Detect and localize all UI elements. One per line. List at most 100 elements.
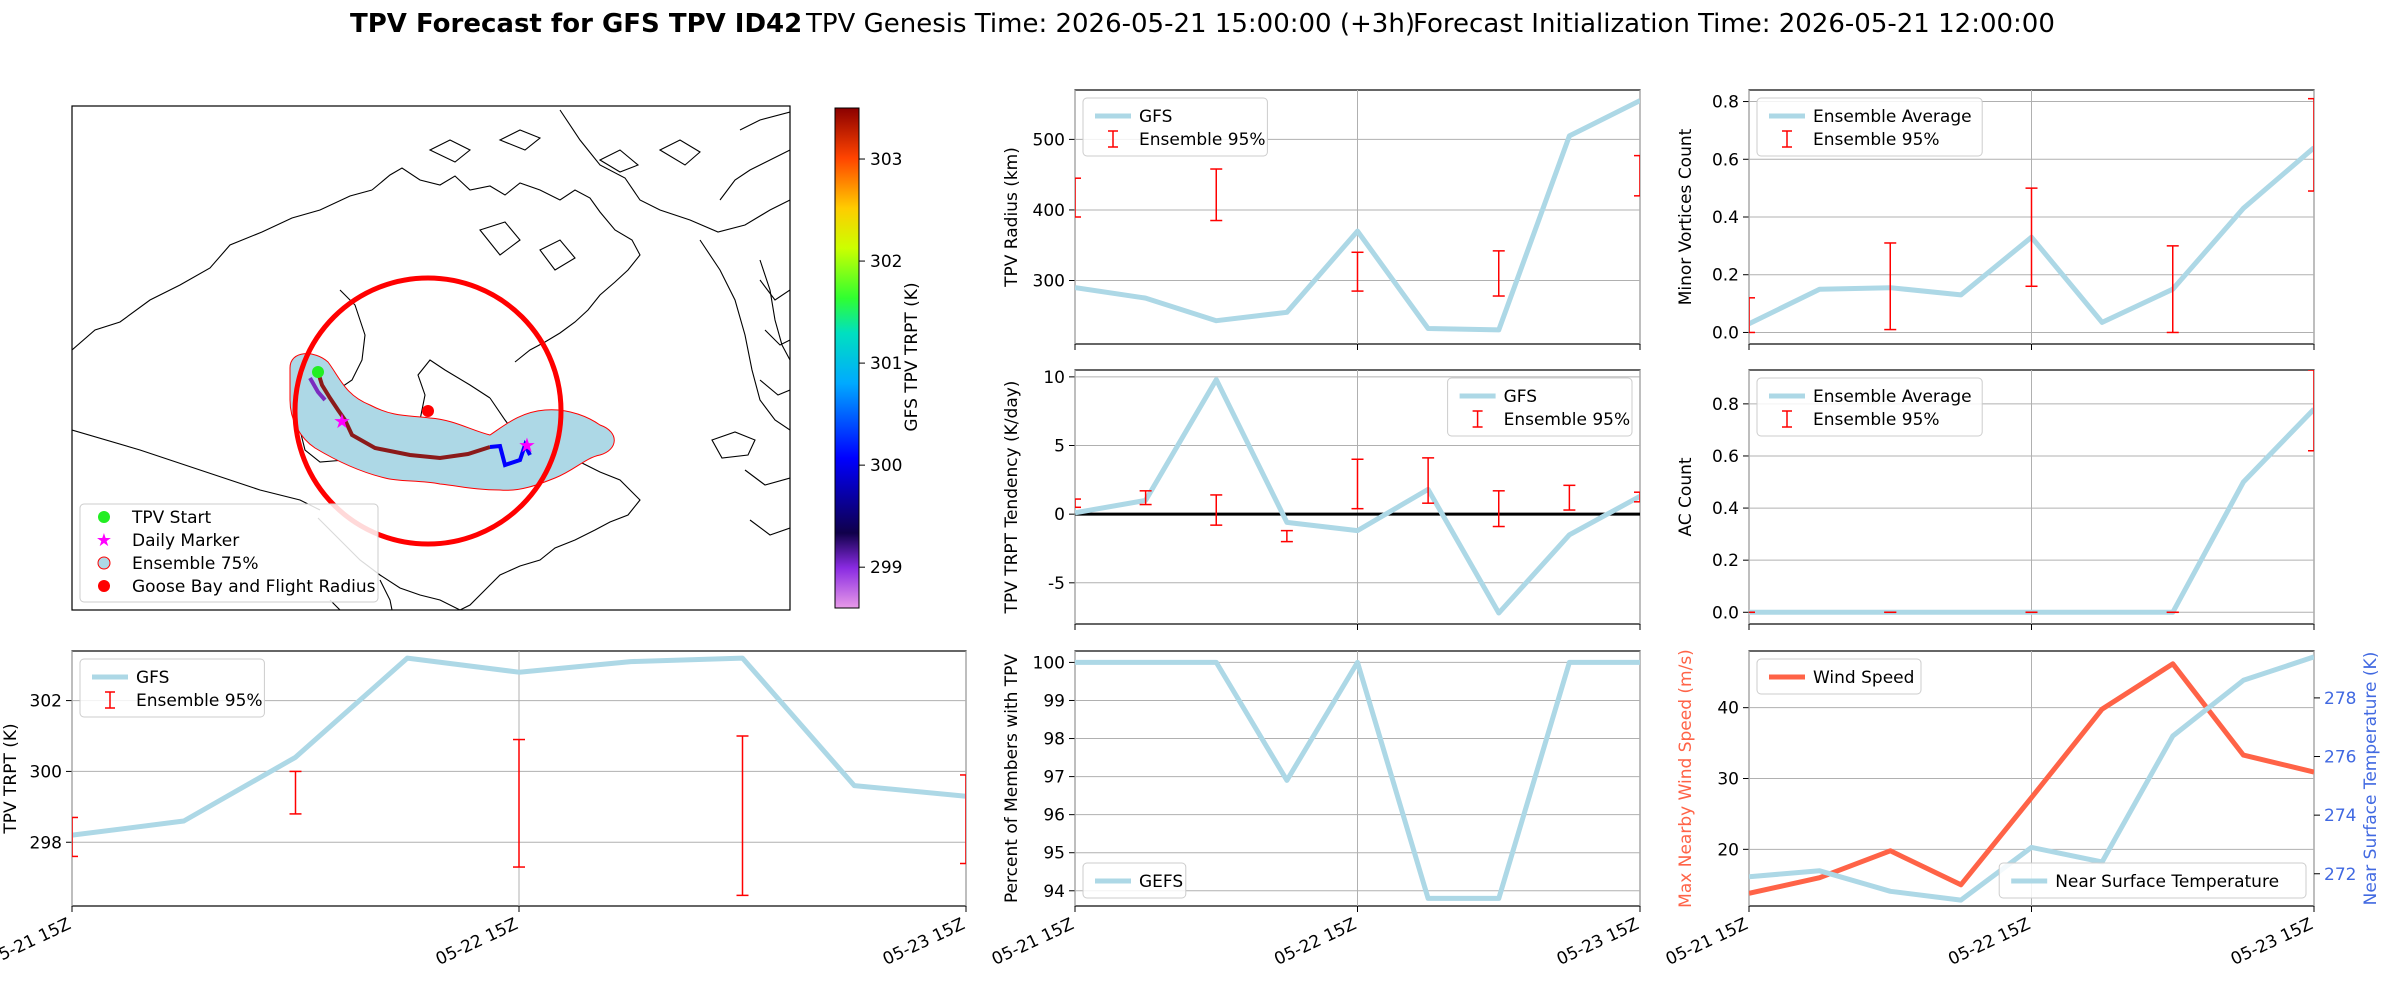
- y-tick-label: 500: [1033, 130, 1065, 150]
- y-tick-label: 95: [1043, 844, 1065, 864]
- ensemble-75-region: [289, 353, 615, 491]
- y-axis-label: TPV TRPT (K): [1, 723, 21, 834]
- legend-goose-icon: [98, 580, 110, 592]
- series-line: [1749, 661, 2314, 896]
- chart-legend: GEFS: [1082, 862, 1187, 899]
- y-tick-label: 0.8: [1712, 93, 1739, 113]
- daily-marker-2: ★: [518, 433, 536, 457]
- map-legend-item: Ensemble 75%: [132, 554, 259, 574]
- map-panel: ★ ★ TPV Start ★ Daily Marker Ensemble 75…: [71, 105, 922, 611]
- y-axis-label: TPV Radius (km): [1002, 147, 1022, 288]
- legend-label: Ensemble 95%: [1139, 130, 1266, 150]
- borders-europe: [744, 279, 790, 536]
- series-group: [1075, 377, 1640, 616]
- series-group: [1075, 98, 1640, 333]
- legend-label: Near Surface Temperature: [2055, 872, 2279, 892]
- colorbar-tick-label: 302: [870, 252, 902, 272]
- series-group: [72, 655, 966, 897]
- series-line: [72, 655, 966, 838]
- y-tick-label: 0.2: [1712, 551, 1739, 571]
- colorbar-tick-label: 300: [870, 456, 902, 476]
- y-right-tick-label: 272: [2324, 865, 2356, 885]
- y-tick-label: 0.6: [1712, 150, 1739, 170]
- legend-label: Ensemble 95%: [1813, 410, 1940, 430]
- chart-trpt: 298 300 302 05-21 15Z 05-22 15Z 05-23 15Z TPV …: [0, 650, 968, 970]
- colorbar-tick-label: 303: [870, 150, 902, 170]
- y-tick-label: 97: [1043, 768, 1065, 788]
- x-tick-label: 05-22 15Z: [1945, 914, 2033, 969]
- series-group: [1749, 97, 2314, 334]
- y-tick-label: 40: [1717, 699, 1739, 719]
- tpv-start-marker: [312, 366, 324, 378]
- series-line: [1749, 654, 2314, 903]
- x-tick-label: 05-21 15Z: [989, 914, 1077, 969]
- x-tick-label: 05-22 15Z: [433, 914, 521, 969]
- y-tick-label: 0: [1054, 505, 1065, 525]
- chart-members: 94 95 96 97 98 99 100 05-21 15Z 05-22 15Z 05-23 1…: [989, 650, 1642, 970]
- legend-frame: [79, 658, 265, 718]
- legend-frame: [1756, 658, 1922, 695]
- colorbar-tick-label: 301: [870, 354, 902, 374]
- goose-bay-marker: [422, 405, 434, 417]
- tpv-track-end: [489, 439, 532, 468]
- x-tick-label: 05-23 15Z: [880, 914, 968, 969]
- legend-label: Wind Speed: [1813, 668, 1914, 688]
- x-tick-label: 05-21 15Z: [0, 914, 74, 969]
- flight-radius-circle: [292, 275, 564, 547]
- chart-legend: Ensemble Average Ensemble 95%: [1756, 97, 1983, 157]
- series-group: [1075, 659, 1640, 901]
- chart-legend: Near Surface Temperature: [1998, 862, 2307, 899]
- series-line: [1075, 659, 1640, 901]
- islands-arctic: [428, 129, 701, 271]
- series-group: [1749, 654, 2314, 903]
- map-legend-item: Daily Marker: [132, 531, 239, 551]
- x-tick-label: 05-23 15Z: [1554, 914, 1642, 969]
- legend-label: Ensemble 95%: [1813, 130, 1940, 150]
- title-init: Forecast Initialization Time: 2026-05-21…: [1413, 9, 2055, 39]
- legend-ensemble-icon: [97, 556, 111, 570]
- y-tick-label: 98: [1043, 730, 1065, 750]
- y-tick-label: 94: [1043, 882, 1065, 902]
- legend-label: Ensemble Average: [1813, 107, 1972, 127]
- chart-radius: 300 400 500 TPV Radius (km) GFS Ensemble 95%: [1002, 89, 1641, 350]
- y-tick-label: 99: [1043, 691, 1065, 711]
- border-canada-us: [72, 429, 321, 511]
- chart-tendency: -5 0 5 10 TPV TRPT Tendency (K/day) GFS Ensemb…: [1002, 368, 1641, 630]
- y-axis-label: TPV TRPT Tendency (K/day): [1002, 381, 1022, 615]
- y-tick-label: 100: [1033, 653, 1065, 673]
- series-line: [1075, 98, 1640, 333]
- coastline-iceland: [711, 431, 756, 459]
- legend-label: Ensemble 95%: [136, 691, 263, 711]
- series-line: [1075, 377, 1640, 616]
- legend-label: GFS: [1139, 107, 1172, 127]
- legend-label: GEFS: [1139, 872, 1183, 892]
- x-tick-label: 05-21 15Z: [1663, 914, 1751, 969]
- y-tick-label: 20: [1717, 840, 1739, 860]
- series-group: [1749, 370, 2314, 615]
- colorbar-label: GFS TPV TRPT (K): [902, 282, 922, 431]
- chart-legend: Ensemble Average Ensemble 95%: [1756, 377, 1983, 437]
- legend-label: Ensemble Average: [1813, 387, 1972, 407]
- chart-wind: 20 30 40 05-21 15Z 05-22 15Z 05-23 15Z Max Nea…: [1663, 649, 2381, 970]
- legend-label: Ensemble 95%: [1504, 410, 1631, 430]
- y-tick-label: 0.0: [1712, 323, 1739, 343]
- y-right-axis-label: Near Surface Temperature (K): [2361, 652, 2381, 906]
- title-genesis: TPV Genesis Time: 2026-05-21 15:00:00 (+…: [805, 9, 1415, 39]
- coastline-greenland-south: [699, 239, 790, 431]
- x-tick-label: 05-22 15Z: [1271, 914, 1359, 969]
- y-tick-label: 5: [1054, 437, 1065, 457]
- y-tick-label: 30: [1717, 770, 1739, 790]
- x-tick-label: 05-23 15Z: [2228, 914, 2316, 969]
- map-legend-item: TPV Start: [131, 508, 212, 528]
- y-tick-label: 300: [1033, 272, 1065, 292]
- y-tick-label: 0.4: [1712, 208, 1739, 228]
- coastline-arctic: [371, 167, 641, 363]
- y-tick-label: 0.4: [1712, 499, 1739, 519]
- y-axis-label: Max Nearby Wind Speed (m/s): [1676, 649, 1696, 908]
- legend-frame: [1082, 862, 1187, 899]
- y-tick-label: 300: [30, 762, 62, 782]
- chart-minor: 0.0 0.2 0.4 0.6 0.8 Minor Vortices Count Ensem…: [1676, 89, 2315, 350]
- y-axis-label: Percent of Members with TPV: [1002, 654, 1022, 903]
- legend-label: GFS: [1504, 387, 1537, 407]
